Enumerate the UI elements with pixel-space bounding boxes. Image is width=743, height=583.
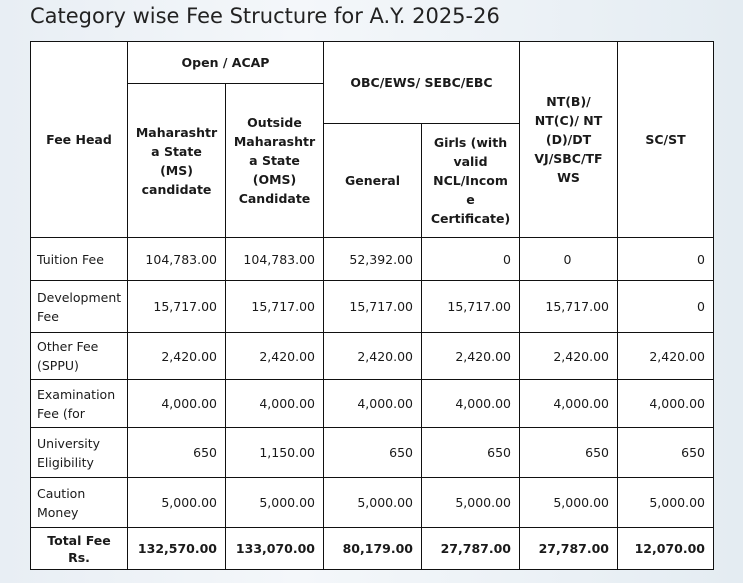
total-value: 27,787.00 [519, 527, 618, 570]
cell-value: 2,420.00 [225, 332, 324, 380]
header-girls: Girls (with valid NCL/Incom e Certificat… [421, 123, 520, 238]
header-ms: Maharashtr a State (MS) candidate [127, 83, 226, 238]
cell-value: 2,420.00 [519, 332, 618, 380]
page-title: Category wise Fee Structure for A.Y. 202… [30, 4, 500, 28]
total-value: 27,787.00 [421, 527, 520, 570]
cell-value: 5,000.00 [225, 477, 324, 528]
cell-value: 52,392.00 [323, 237, 422, 281]
cell-value: 4,000.00 [617, 379, 714, 428]
table-row: University Eligibility 650 1,150.00 650 … [30, 427, 714, 478]
row-label: Caution Money [30, 477, 128, 528]
row-label: University Eligibility [30, 427, 128, 478]
cell-value: 104,783.00 [225, 237, 324, 281]
cell-value: 2,420.00 [127, 332, 226, 380]
cell-value: 0 [421, 237, 520, 281]
total-value: 80,179.00 [323, 527, 422, 570]
fee-structure-table: Fee Head Open / ACAP OBC/EWS/ SEBC/EBC N… [30, 41, 714, 570]
header-nt: NT(B)/ NT(C)/ NT (D)/DT VJ/SBC/TF WS [519, 41, 618, 238]
cell-value: 0 [617, 237, 714, 281]
cell-value: 650 [519, 427, 618, 478]
cell-value: 4,000.00 [519, 379, 618, 428]
total-label: Total Fee Rs. [30, 527, 128, 570]
header-oms: Outside Maharashtr a State (OMS) Candida… [225, 83, 324, 238]
cell-value: 4,000.00 [127, 379, 226, 428]
total-value: 133,070.00 [225, 527, 324, 570]
cell-value: 104,783.00 [127, 237, 226, 281]
cell-value: 1,150.00 [225, 427, 324, 478]
cell-value: 650 [421, 427, 520, 478]
cell-value: 2,420.00 [421, 332, 520, 380]
cell-value: 650 [323, 427, 422, 478]
table-row: Other Fee (SPPU) 2,420.00 2,420.00 2,420… [30, 332, 714, 380]
header-open-acap: Open / ACAP [127, 41, 324, 84]
header-general: General [323, 123, 422, 238]
total-value: 12,070.00 [617, 527, 714, 570]
row-label: Examination Fee (for [30, 379, 128, 428]
header-obc-group: OBC/EWS/ SEBC/EBC [323, 41, 520, 124]
cell-value: 2,420.00 [617, 332, 714, 380]
cell-value: 4,000.00 [225, 379, 324, 428]
cell-value: 5,000.00 [617, 477, 714, 528]
cell-value: 650 [127, 427, 226, 478]
cell-value: 650 [617, 427, 714, 478]
cell-value: 0 [519, 237, 618, 281]
cell-value: 15,717.00 [323, 280, 422, 333]
header-sc-st: SC/ST [617, 41, 714, 238]
cell-value: 15,717.00 [127, 280, 226, 333]
cell-value: 15,717.00 [519, 280, 618, 333]
cell-value: 5,000.00 [519, 477, 618, 528]
cell-value: 0 [617, 280, 714, 333]
header-fee-head: Fee Head [30, 41, 128, 238]
row-label: Other Fee (SPPU) [30, 332, 128, 380]
total-value: 132,570.00 [127, 527, 226, 570]
cell-value: 15,717.00 [225, 280, 324, 333]
row-label: Tuition Fee [30, 237, 128, 281]
total-row: Total Fee Rs. 132,570.00 133,070.00 80,1… [30, 527, 714, 570]
row-label: Development Fee [30, 280, 128, 333]
table-row: Tuition Fee 104,783.00 104,783.00 52,392… [30, 237, 714, 281]
table-row: Caution Money 5,000.00 5,000.00 5,000.00… [30, 477, 714, 528]
cell-value: 4,000.00 [323, 379, 422, 428]
cell-value: 15,717.00 [421, 280, 520, 333]
cell-value: 4,000.00 [421, 379, 520, 428]
table-row: Examination Fee (for 4,000.00 4,000.00 4… [30, 379, 714, 428]
cell-value: 5,000.00 [421, 477, 520, 528]
cell-value: 5,000.00 [323, 477, 422, 528]
cell-value: 5,000.00 [127, 477, 226, 528]
cell-value: 2,420.00 [323, 332, 422, 380]
table-row: Development Fee 15,717.00 15,717.00 15,7… [30, 280, 714, 333]
